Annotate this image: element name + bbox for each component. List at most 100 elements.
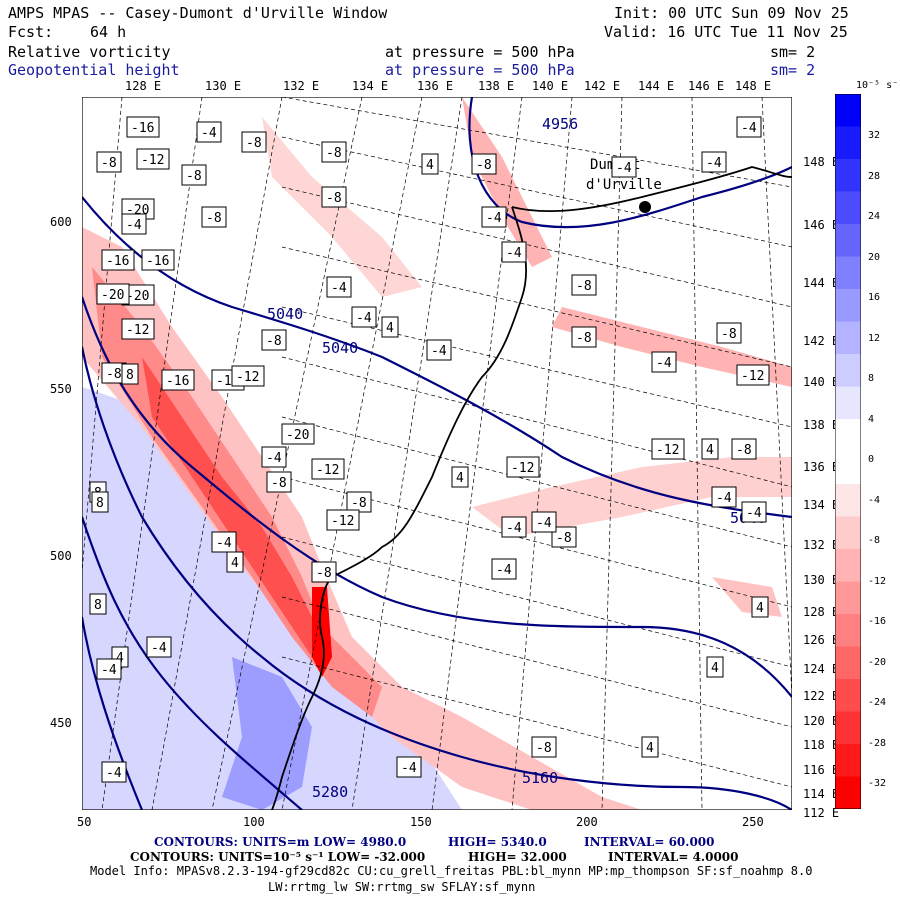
colorbar-tick-label: -4 (868, 494, 881, 506)
top-longitude-label: 130 E (205, 79, 242, 93)
vorticity-label: -4 (326, 276, 352, 298)
vorticity-label: -4 (736, 116, 762, 138)
colorbar-swatch (835, 776, 861, 809)
svg-text:-12: -12 (141, 153, 164, 168)
x-tick-label: 50 (77, 815, 92, 829)
colorbar-unit: 10⁻⁵ s⁻¹ (856, 80, 900, 91)
vorticity-label: -8 (471, 153, 497, 175)
init-time: Init: 00 UTC Sun 09 Nov 25 (614, 4, 849, 22)
svg-text:8: 8 (94, 598, 102, 613)
svg-text:-4: -4 (486, 211, 502, 226)
vorticity-label: -4 (741, 501, 767, 523)
right-longitude-label: 128 E (803, 605, 840, 619)
svg-text:-4: -4 (656, 356, 672, 371)
negative-vorticity-band-east (552, 307, 792, 387)
svg-text:-4: -4 (746, 506, 762, 521)
vorticity-label: -4 (531, 511, 557, 533)
negative-vorticity-max (312, 587, 332, 677)
svg-text:-8: -8 (246, 136, 262, 151)
svg-text:-12: -12 (126, 323, 149, 338)
height-label: 5040 (322, 339, 358, 357)
svg-text:-4: -4 (431, 344, 447, 359)
svg-text:4: 4 (646, 741, 654, 756)
vorticity-label: -4 (711, 486, 737, 508)
vorticity-label: -8 (531, 736, 557, 758)
colorbar (835, 94, 861, 809)
svg-text:-4: -4 (101, 663, 117, 678)
vorticity-label: -12 (651, 438, 685, 460)
height-label: 5040 (267, 305, 303, 323)
right-longitude-label: 132 E (803, 538, 840, 552)
contour-info-height-high: HIGH= 5340.0 (448, 835, 547, 849)
forecast-label: Fcst: (8, 23, 54, 41)
vorticity-label: 8 (121, 363, 139, 385)
svg-text:-12: -12 (511, 461, 534, 476)
colorbar-swatch (835, 321, 861, 355)
colorbar-tick-label: 24 (868, 211, 881, 222)
top-longitude-label: 146 E (688, 79, 725, 93)
svg-text:-8: -8 (556, 531, 572, 546)
svg-text:-8: -8 (576, 331, 592, 346)
svg-text:-16: -16 (166, 374, 189, 389)
vorticity-label: -4 (501, 241, 527, 263)
height-contour-5160 (82, 346, 792, 810)
vorticity-label: 8 (89, 593, 107, 615)
x-tick-label: 200 (576, 815, 598, 829)
vorticity-label: -8 (346, 491, 372, 513)
colorbar-tick-label: -20 (868, 656, 887, 668)
svg-text:-12: -12 (656, 443, 679, 458)
right-longitude-label: 126 E (803, 633, 840, 647)
vorticity-label: -4 (396, 756, 422, 778)
top-longitude-label: 132 E (283, 79, 320, 93)
vorticity-label: 4 (641, 736, 659, 758)
vorticity-label: 4 (706, 656, 724, 678)
contour-info-vorticity-high: HIGH= 32.000 (468, 850, 567, 864)
colorbar-swatch (835, 679, 861, 712)
colorbar-tick-label: 0 (868, 454, 875, 465)
vorticity-label: -4 (351, 306, 377, 328)
vorticity-label: -4 (121, 213, 147, 235)
svg-text:-4: -4 (106, 766, 122, 781)
contour-info-vorticity: CONTOURS: UNITS=10⁻⁵ s⁻¹ LOW= -32.000 (130, 850, 426, 864)
colorbar-swatch (835, 256, 861, 290)
right-longitude-label: 138 E (803, 418, 840, 432)
vorticity-label: -8 (311, 561, 337, 583)
valid-time: Valid: 16 UTC Tue 11 Nov 25 (604, 23, 848, 41)
svg-text:-8: -8 (476, 158, 492, 173)
vorticity-label: 4 (421, 153, 439, 175)
coastline (271, 166, 792, 810)
vorticity-label: -16 (126, 116, 160, 138)
vorticity-label: -8 (266, 471, 292, 493)
vorticity-label: -16 (141, 249, 175, 271)
colorbar-tick-label: 12 (868, 332, 881, 344)
right-longitude-label: 136 E (803, 460, 840, 474)
colorbar-swatch (835, 646, 861, 680)
vorticity-label: 4 (381, 316, 399, 338)
vorticity-label: -8 (716, 322, 742, 344)
vorticity-label: -12 (326, 509, 360, 531)
x-tick-label: 100 (243, 815, 265, 829)
right-longitude-label: 140 E (803, 375, 840, 389)
svg-text:-16: -16 (131, 121, 154, 136)
svg-text:-8: -8 (536, 741, 552, 756)
right-longitude-label: 120 E (803, 714, 840, 728)
vorticity-label: -4 (481, 206, 507, 228)
svg-text:-4: -4 (741, 121, 757, 136)
svg-text:-4: -4 (616, 161, 632, 176)
right-longitude-label: 142 E (803, 334, 840, 348)
right-longitude-label: 124 E (803, 662, 840, 676)
vorticity-label: -12 (121, 318, 155, 340)
field1-smoothing: sm= 2 (770, 43, 816, 61)
vorticity-label: -4 (211, 531, 237, 553)
top-longitude-label: 142 E (584, 79, 621, 93)
svg-text:-4: -4 (496, 563, 512, 578)
vorticity-label: -4 (491, 558, 517, 580)
x-tick-label: 250 (742, 815, 764, 829)
top-longitude-label: 140 E (532, 79, 569, 93)
forecast-hour: 64 h (90, 23, 127, 41)
top-longitude-label: 128 E (125, 79, 162, 93)
y-tick-label: 450 (50, 716, 72, 730)
height-label: 4956 (542, 115, 578, 133)
contour-info-height-interval: INTERVAL= 60.000 (584, 835, 715, 849)
top-longitude-label: 136 E (417, 79, 454, 93)
